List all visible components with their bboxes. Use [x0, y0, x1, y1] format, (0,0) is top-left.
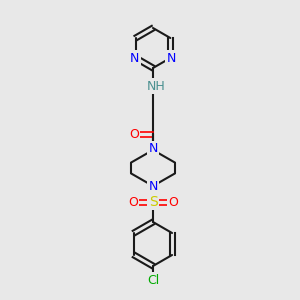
Text: Cl: Cl: [147, 274, 159, 286]
Text: N: N: [167, 52, 176, 64]
Text: N: N: [130, 52, 140, 64]
Text: O: O: [168, 196, 178, 208]
Text: S: S: [148, 195, 158, 209]
Text: NH: NH: [147, 80, 165, 92]
Text: O: O: [129, 128, 139, 140]
Text: N: N: [148, 181, 158, 194]
Text: O: O: [128, 196, 138, 208]
Text: N: N: [148, 142, 158, 155]
